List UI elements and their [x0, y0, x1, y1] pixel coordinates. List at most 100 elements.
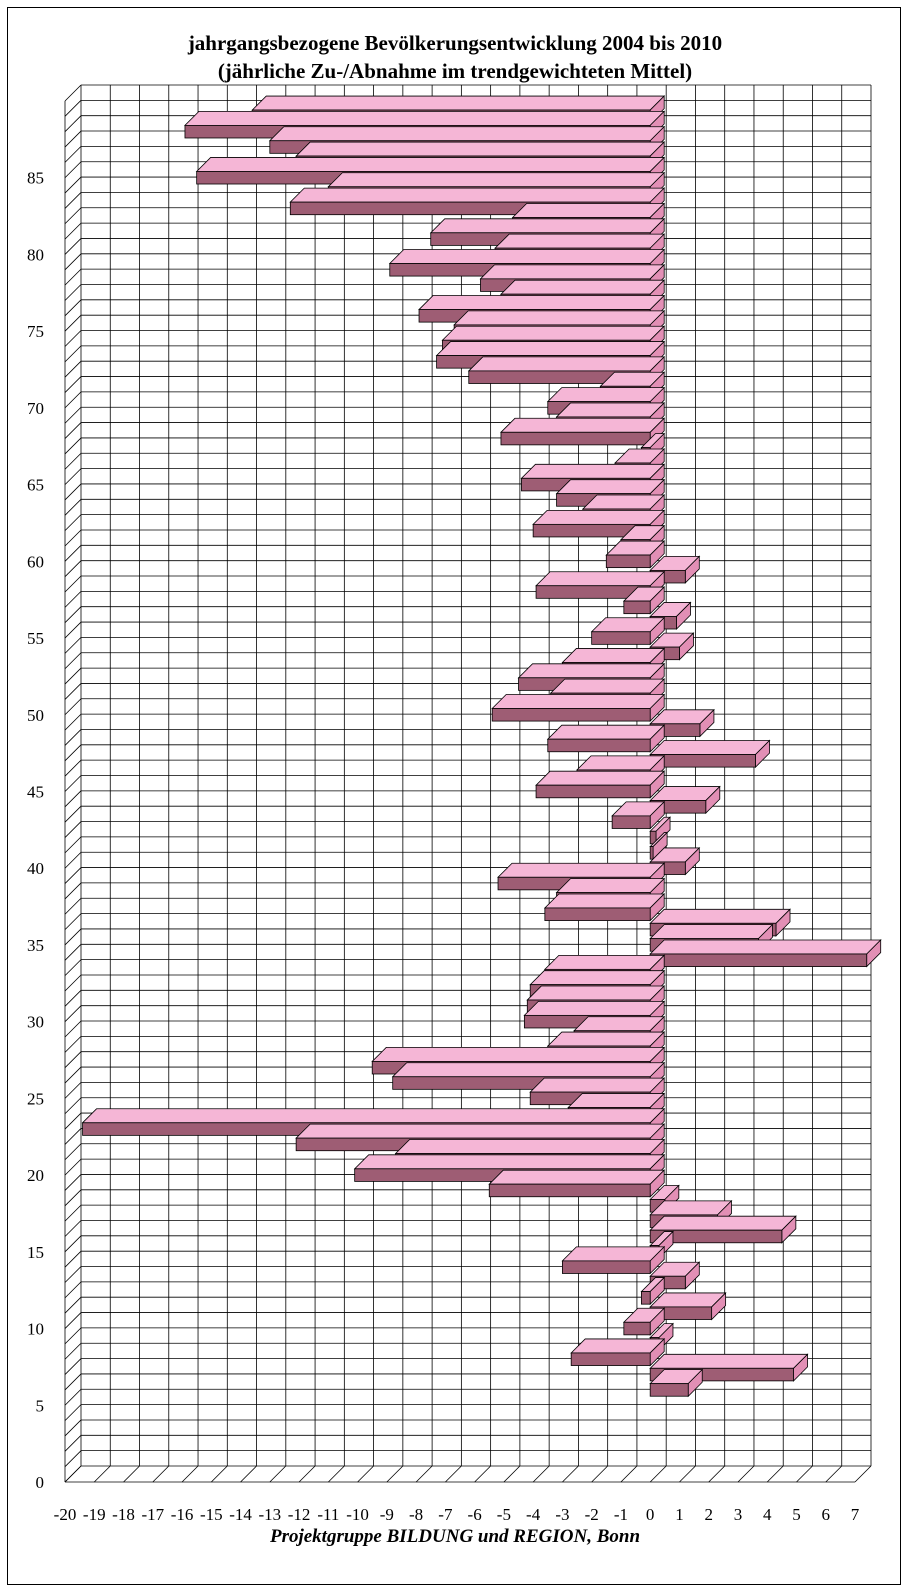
grid-line-side	[64, 836, 82, 854]
grid-line-floor	[269, 1465, 287, 1483]
grid-line-side	[64, 698, 82, 716]
grid-line-side	[64, 867, 82, 884]
bar	[649, 1261, 701, 1290]
y-tick-label: 20	[27, 1166, 44, 1185]
grid-line-floor	[708, 1465, 725, 1483]
grid-line-side	[64, 713, 82, 731]
grid-line-side	[64, 1404, 82, 1421]
grid-line-side	[64, 744, 82, 762]
x-tick-label: -4	[526, 1505, 541, 1524]
grid-line-floor	[854, 1465, 872, 1483]
grid-line-side	[64, 360, 82, 378]
grid-line-side	[64, 391, 82, 409]
bar	[605, 540, 666, 569]
grid-line-side	[64, 683, 82, 700]
grid-line-side	[64, 1066, 82, 1084]
grid-line-floor	[181, 1465, 199, 1483]
grid-line-side	[64, 1235, 82, 1253]
grid-line-side	[64, 1450, 82, 1467]
grid-line-side	[64, 1097, 82, 1115]
chart-subtitle: (jährliche Zu-/Abnahme im trendgewichtet…	[217, 59, 693, 83]
x-tick-label: -16	[171, 1505, 194, 1524]
grid-line-side	[64, 1051, 82, 1068]
grid-line-side	[64, 222, 82, 240]
chart-title: jahrgangsbezogene Bevölkerungsentwicklun…	[187, 31, 723, 55]
grid-line-side	[64, 729, 82, 746]
grid-line-side	[64, 545, 82, 562]
grid-line-side	[64, 974, 82, 992]
grid-line-floor	[93, 1465, 111, 1483]
bar	[622, 586, 666, 615]
y-tick-label: 35	[27, 936, 44, 955]
grid-line-floor	[503, 1465, 521, 1483]
bar	[649, 1215, 797, 1244]
x-tick-label: -8	[409, 1505, 423, 1524]
grid-line-side	[64, 1342, 82, 1360]
grid-line-side	[64, 1281, 82, 1299]
source-footer: Projektgruppe BILDUNG und REGION, Bonn	[269, 1526, 641, 1547]
grid-line-side	[64, 529, 82, 547]
grid-line-side	[64, 314, 82, 332]
grid-line-side	[64, 1220, 82, 1237]
grid-line-floor	[474, 1465, 491, 1483]
grid-line-side	[64, 805, 82, 823]
grid-line-side	[64, 591, 82, 608]
grid-line-floor	[737, 1465, 755, 1483]
bar	[532, 509, 666, 538]
grid-line-side	[64, 637, 82, 654]
y-tick-label: 40	[27, 859, 44, 878]
grid-line-floor	[211, 1465, 228, 1483]
x-tick-label: 3	[734, 1505, 743, 1524]
grid-line-floor	[591, 1465, 608, 1483]
grid-line-side	[64, 437, 82, 455]
grid-line-side	[64, 1189, 82, 1207]
bar	[499, 417, 666, 446]
grid-line-side	[64, 406, 82, 424]
grid-line-side	[64, 1419, 82, 1437]
grid-line-side	[64, 452, 82, 470]
x-tick-label: -18	[112, 1505, 135, 1524]
x-tick-label: -19	[83, 1505, 106, 1524]
grid-line-side	[64, 821, 82, 838]
bar	[640, 1276, 666, 1306]
bar	[649, 1368, 704, 1398]
grid-line-side	[64, 621, 82, 639]
grid-line-side	[64, 253, 82, 271]
grid-line-side	[64, 1143, 82, 1161]
grid-line-side	[64, 299, 82, 317]
y-tick-label: 25	[27, 1089, 44, 1108]
y-tick-label: 50	[27, 706, 44, 725]
y-tick-label: 15	[27, 1243, 44, 1262]
x-tick-label: -5	[497, 1505, 511, 1524]
grid-line-side	[64, 468, 82, 485]
grid-line-side	[64, 1296, 82, 1314]
x-tick-label: -12	[288, 1505, 311, 1524]
grid-line-side	[64, 1388, 82, 1406]
grid-line-side	[64, 176, 82, 194]
bar	[590, 616, 666, 646]
y-tick-label: 70	[27, 399, 44, 418]
grid-line-side	[64, 775, 82, 792]
grid-line-floor	[766, 1465, 784, 1483]
x-tick-label: -20	[54, 1505, 77, 1524]
grid-line-side	[64, 268, 82, 286]
grid-line-side	[64, 84, 82, 102]
grid-line-side	[64, 483, 82, 501]
bar	[649, 939, 882, 968]
bar	[535, 770, 666, 799]
bar	[561, 1245, 666, 1275]
grid-line-side	[64, 1128, 82, 1145]
grid-line-side	[64, 959, 82, 976]
grid-line-side	[64, 897, 82, 915]
grid-line-floor	[649, 1465, 667, 1483]
grid-line-side	[64, 652, 82, 670]
grid-line-side	[64, 1373, 82, 1391]
grid-line-floor	[532, 1465, 550, 1483]
grid-line-side	[64, 606, 82, 623]
bar	[649, 831, 669, 861]
grid-line-side	[64, 330, 82, 347]
y-tick-label: 60	[27, 552, 44, 571]
grid-line-floor	[825, 1465, 843, 1483]
grid-line-side	[64, 514, 82, 531]
